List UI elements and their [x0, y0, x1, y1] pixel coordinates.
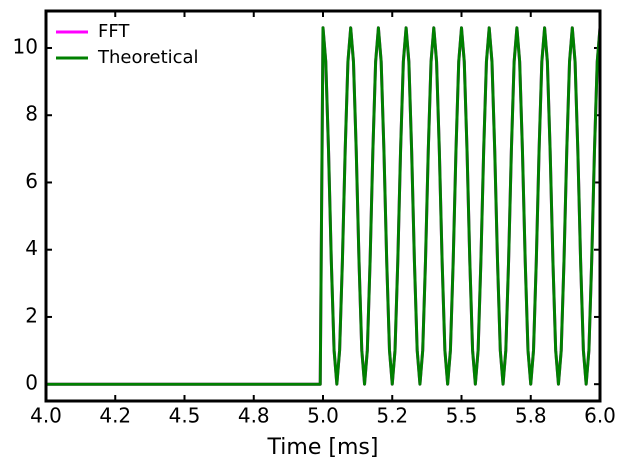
y-tick-label: 6: [25, 169, 38, 193]
y-tick-label: 4: [25, 236, 38, 260]
legend-label: FFT: [98, 21, 130, 42]
x-tick-label: 5.2: [376, 404, 408, 428]
y-tick-label: 8: [25, 102, 38, 126]
legend-label: Theoretical: [97, 47, 199, 68]
x-tick-label: 4.8: [238, 404, 270, 428]
x-tick-label: 6.0: [584, 404, 616, 428]
y-tick-label: 0: [25, 371, 38, 395]
x-tick-label: 5.5: [446, 404, 478, 428]
series-line: [46, 26, 600, 386]
plot-frame: [44, 9, 602, 403]
x-axis-label: Time [ms]: [267, 435, 379, 460]
x-tick-label: 4.2: [99, 404, 131, 428]
y-tick-label: 2: [25, 303, 38, 327]
y-tick-label: 10: [13, 34, 38, 58]
x-tick-label: 4.5: [169, 404, 201, 428]
x-tick-label: 5.8: [515, 404, 547, 428]
x-tick-label: 5.0: [307, 404, 339, 428]
x-tick-label: 4.0: [30, 404, 62, 428]
